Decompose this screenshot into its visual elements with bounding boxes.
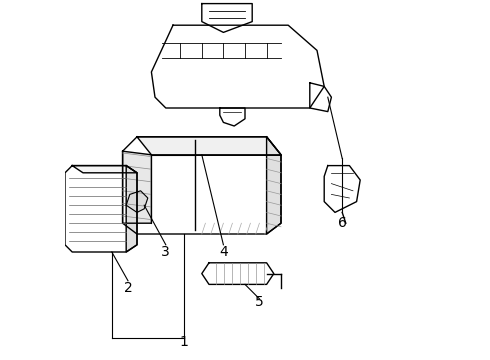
Polygon shape bbox=[122, 151, 151, 223]
Polygon shape bbox=[220, 108, 245, 126]
Polygon shape bbox=[122, 137, 281, 234]
Polygon shape bbox=[126, 191, 148, 212]
Text: 6: 6 bbox=[338, 216, 346, 230]
Polygon shape bbox=[72, 166, 137, 173]
Text: 5: 5 bbox=[255, 296, 264, 309]
Text: 2: 2 bbox=[123, 281, 132, 295]
Polygon shape bbox=[202, 263, 274, 284]
Polygon shape bbox=[267, 137, 281, 234]
Polygon shape bbox=[65, 166, 137, 252]
Polygon shape bbox=[151, 25, 324, 108]
Polygon shape bbox=[324, 166, 360, 212]
Text: 4: 4 bbox=[219, 245, 228, 259]
Text: 3: 3 bbox=[161, 245, 170, 259]
Polygon shape bbox=[202, 4, 252, 32]
Polygon shape bbox=[126, 166, 137, 252]
Polygon shape bbox=[310, 83, 331, 112]
Polygon shape bbox=[137, 137, 281, 155]
Text: 1: 1 bbox=[179, 335, 188, 349]
